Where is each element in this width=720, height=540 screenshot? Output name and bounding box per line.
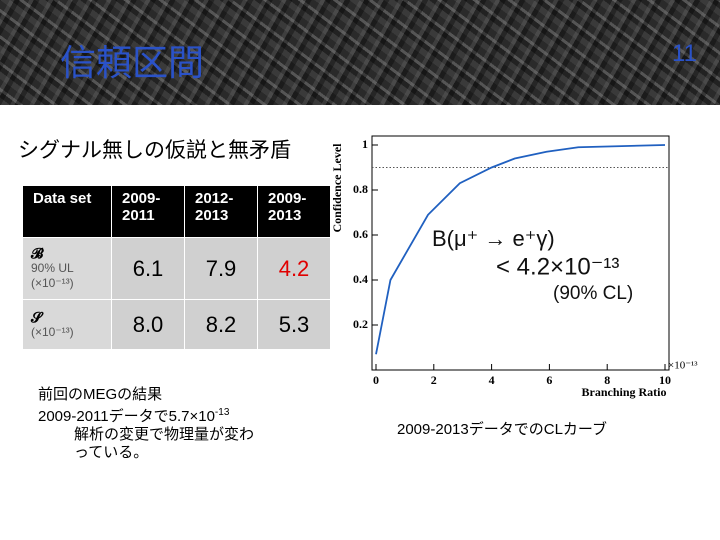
header-cell: 2012-2013 bbox=[184, 185, 258, 238]
note-text: 解析の変更で物理量が変わ bbox=[74, 426, 255, 443]
x-tick-label: 8 bbox=[604, 373, 610, 387]
note-line: 解析の変更で物理量が変わ bbox=[38, 426, 254, 444]
y-tick-label: 0.2 bbox=[353, 317, 368, 331]
header-cell: Data set bbox=[22, 185, 112, 238]
value-cell: 8.2 bbox=[184, 299, 258, 350]
cl-curve bbox=[375, 144, 666, 355]
y-tick-label: 0.6 bbox=[353, 227, 368, 241]
subtitle: シグナル無しの仮説と無矛盾 bbox=[18, 139, 291, 162]
note-text: 2009-2011データで5.7×10 bbox=[38, 408, 215, 425]
chart-caption: 2009-2013データでのCLカーブ bbox=[397, 421, 608, 438]
value-cell: 6.1 bbox=[111, 237, 185, 300]
y-tick-label: 0.8 bbox=[353, 182, 368, 196]
data-row: 𝓑 90% UL (×10⁻¹³) 6.1 7.9 4.2 bbox=[22, 237, 331, 300]
x-multiplier: ×10⁻¹³ bbox=[668, 360, 698, 372]
row-label: 𝓑 90% UL (×10⁻¹³) bbox=[22, 237, 112, 300]
notes: 前回のMEGの結果 2009-2011データで5.7×10-13 解析の変更で物理量… bbox=[38, 386, 254, 462]
slide-title: 信頼区間 bbox=[60, 42, 205, 83]
page-number: 11 bbox=[672, 40, 697, 67]
x-tick-label: 0 bbox=[373, 373, 379, 387]
x-tick-label: 10 bbox=[659, 373, 671, 387]
x-tick-label: 6 bbox=[546, 373, 552, 387]
x-axis-label: Branching Ratio bbox=[581, 385, 666, 399]
row-label-line: (×10⁻¹³) bbox=[31, 276, 74, 290]
note-text: っている。 bbox=[74, 444, 149, 461]
header-cell: 2009-2013 bbox=[257, 185, 331, 238]
value-cell: 8.0 bbox=[111, 299, 185, 350]
row-label-line: (×10⁻¹³) bbox=[31, 324, 74, 339]
header-row: Data set 2009-2011 2012-2013 2009-2013 bbox=[22, 185, 331, 238]
y-tick-label: 0.4 bbox=[353, 272, 368, 286]
row-label-line: 𝓢 bbox=[31, 308, 42, 325]
results-table: Data set 2009-2011 2012-2013 2009-2013 𝓑 90% … bbox=[22, 185, 331, 350]
note-superscript: -13 bbox=[214, 407, 230, 418]
value-cell: 5.3 bbox=[257, 299, 331, 350]
annotation: < 4.2×10⁻¹³ bbox=[496, 253, 619, 280]
note-text: 前回のMEGの結果 bbox=[38, 386, 163, 403]
y-axis-label: Confidence Level bbox=[330, 143, 344, 233]
value-cell: 4.2 bbox=[257, 237, 331, 300]
plot-frame bbox=[371, 135, 670, 371]
note-line: 2009-2011データで5.7×10-13 bbox=[38, 404, 254, 426]
x-tick-label: 2 bbox=[431, 373, 437, 387]
annotation: (90% CL) bbox=[553, 283, 633, 304]
row-label: 𝓢 (×10⁻¹³) bbox=[22, 299, 112, 350]
header-cell: 2009-2011 bbox=[111, 185, 185, 238]
note-line: っている。 bbox=[38, 444, 254, 462]
row-label-line: 𝓑 bbox=[31, 245, 44, 261]
x-tick-label: 4 bbox=[489, 373, 495, 387]
row-label-line: 90% UL bbox=[31, 261, 74, 275]
y-tick-label: 1 bbox=[362, 137, 368, 151]
annotation: B(μ⁺ → e⁺γ) bbox=[432, 226, 555, 251]
header-band bbox=[0, 0, 720, 105]
note-line: 前回のMEGの結果 bbox=[38, 386, 254, 404]
data-row: 𝓢 (×10⁻¹³) 8.0 8.2 5.3 bbox=[22, 299, 331, 350]
